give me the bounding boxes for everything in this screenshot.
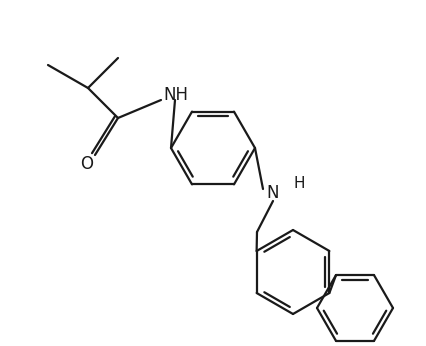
Text: N: N: [266, 184, 279, 202]
Text: H: H: [293, 175, 304, 191]
Text: O: O: [81, 155, 93, 173]
Text: NH: NH: [163, 86, 187, 104]
